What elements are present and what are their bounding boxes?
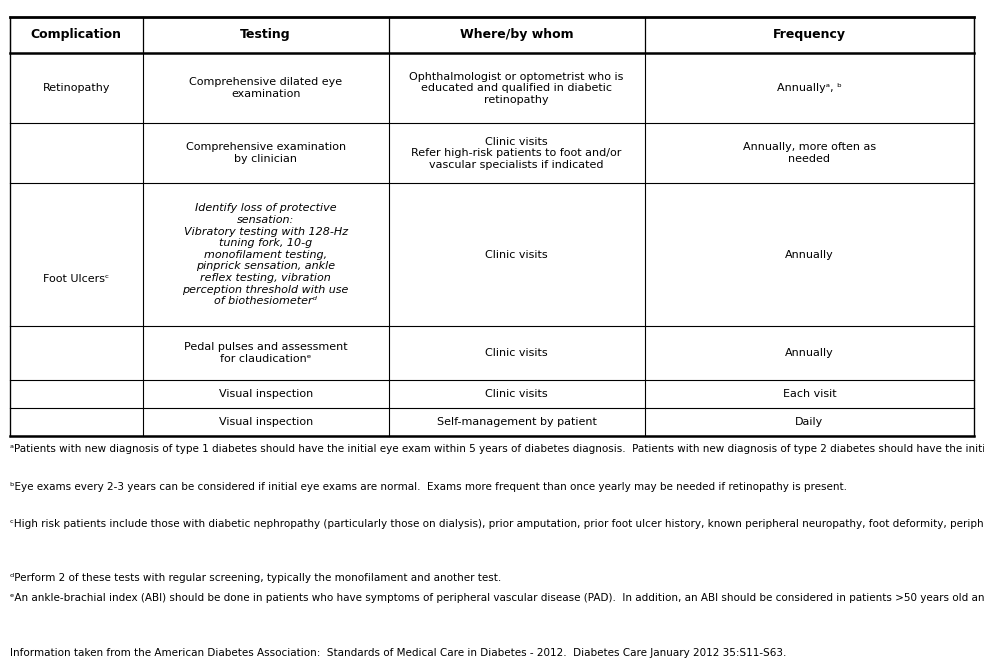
Text: Identify loss of protective
sensation:
Vibratory testing with 128-Hz
tuning fork: Identify loss of protective sensation: V… bbox=[182, 203, 349, 306]
Text: Pedal pulses and assessment
for claudicationᵉ: Pedal pulses and assessment for claudica… bbox=[184, 342, 347, 364]
Text: Comprehensive examination
by clinician: Comprehensive examination by clinician bbox=[186, 143, 345, 164]
Text: Annually: Annually bbox=[785, 348, 833, 358]
Text: Clinic visits: Clinic visits bbox=[485, 348, 548, 358]
Text: Daily: Daily bbox=[795, 416, 824, 427]
Text: Annually, more often as
needed: Annually, more often as needed bbox=[743, 143, 876, 164]
Text: Clinic visits
Refer high-risk patients to foot and/or
vascular specialists if in: Clinic visits Refer high-risk patients t… bbox=[411, 137, 622, 170]
Text: Testing: Testing bbox=[240, 29, 291, 41]
Text: Annuallyᵃ, ᵇ: Annuallyᵃ, ᵇ bbox=[777, 83, 841, 93]
Text: Complication: Complication bbox=[31, 29, 122, 41]
Text: Annually: Annually bbox=[785, 250, 833, 260]
Text: Foot Ulcersᶜ: Foot Ulcersᶜ bbox=[43, 274, 109, 284]
Text: Ophthalmologist or optometrist who is
educated and qualified in diabetic
retinop: Ophthalmologist or optometrist who is ed… bbox=[409, 72, 624, 105]
Text: Clinic visits: Clinic visits bbox=[485, 388, 548, 399]
Text: ᵇEye exams every 2-3 years can be considered if initial eye exams are normal.  E: ᵇEye exams every 2-3 years can be consid… bbox=[10, 482, 847, 492]
Text: ᵈPerform 2 of these tests with regular screening, typically the monofilament and: ᵈPerform 2 of these tests with regular s… bbox=[10, 573, 501, 583]
Text: Self-management by patient: Self-management by patient bbox=[437, 416, 596, 427]
Text: Information taken from the American Diabetes Association:  Standards of Medical : Information taken from the American Diab… bbox=[10, 648, 786, 658]
Text: ᵉAn ankle-brachial index (ABI) should be done in patients who have symptoms of p: ᵉAn ankle-brachial index (ABI) should be… bbox=[10, 593, 984, 603]
Text: Where/by whom: Where/by whom bbox=[460, 29, 574, 41]
Text: Retinopathy: Retinopathy bbox=[42, 83, 110, 93]
Text: Clinic visits: Clinic visits bbox=[485, 250, 548, 260]
Text: Comprehensive dilated eye
examination: Comprehensive dilated eye examination bbox=[189, 77, 342, 99]
Text: Each visit: Each visit bbox=[782, 388, 836, 399]
Text: Frequency: Frequency bbox=[772, 29, 846, 41]
Text: Visual inspection: Visual inspection bbox=[218, 416, 313, 427]
Text: Visual inspection: Visual inspection bbox=[218, 388, 313, 399]
Text: ᵃPatients with new diagnosis of type 1 diabetes should have the initial eye exam: ᵃPatients with new diagnosis of type 1 d… bbox=[10, 444, 984, 454]
Text: ᶜHigh risk patients include those with diabetic nephropathy (particularly those : ᶜHigh risk patients include those with d… bbox=[10, 519, 984, 529]
